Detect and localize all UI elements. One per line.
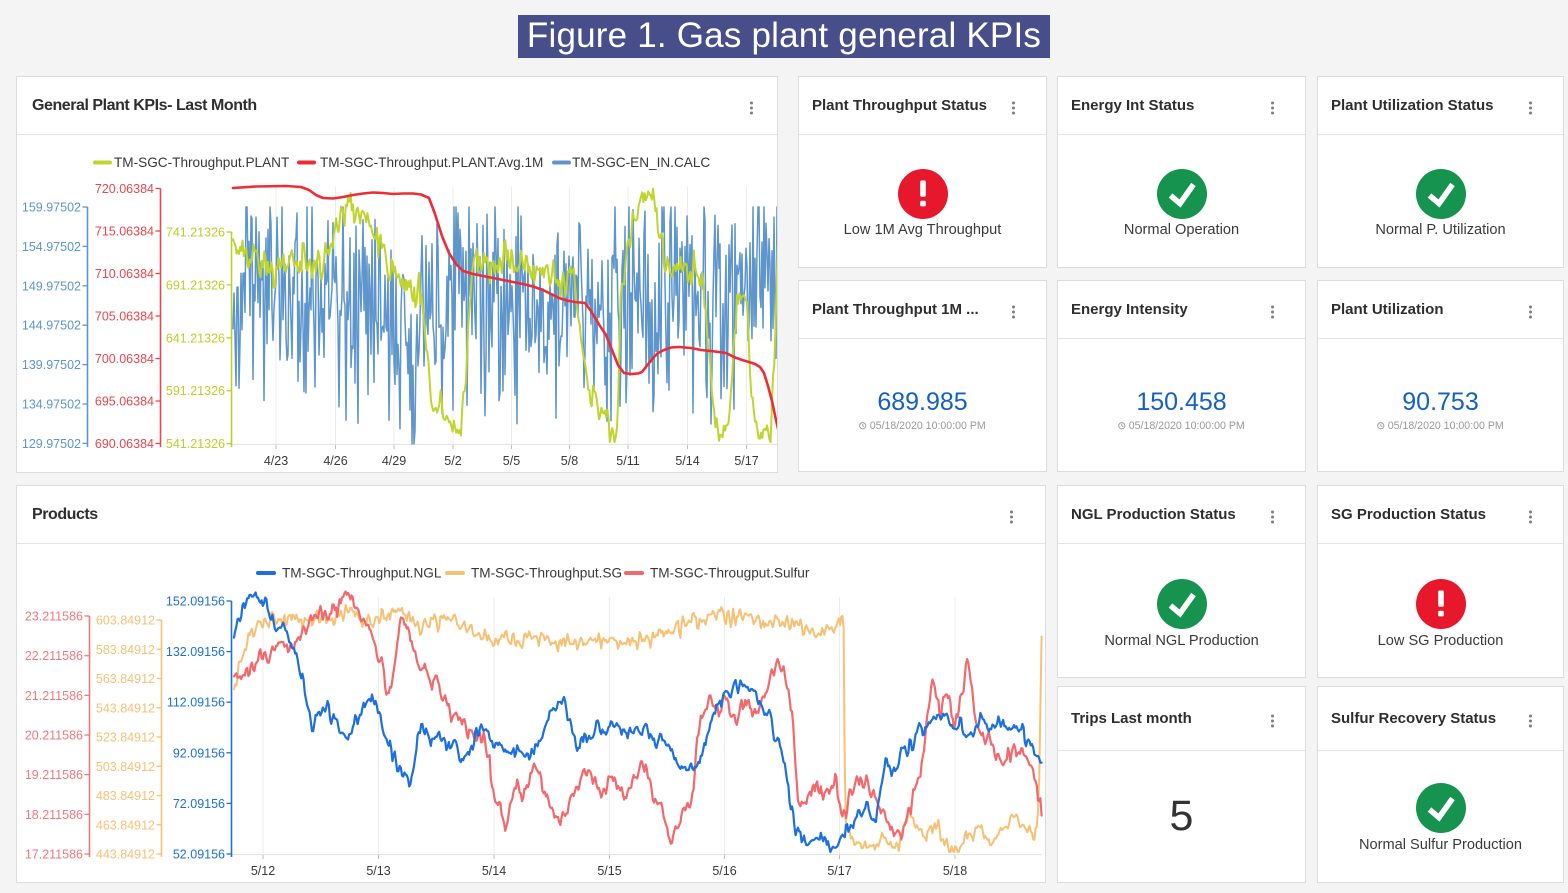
svg-text:523.84912: 523.84912 <box>96 731 155 745</box>
svg-text:112.09156: 112.09156 <box>167 696 225 710</box>
svg-text:700.06384: 700.06384 <box>95 352 154 366</box>
svg-text:23.211586: 23.211586 <box>25 610 83 624</box>
svg-text:134.97502: 134.97502 <box>22 398 81 412</box>
svg-text:483.84912: 483.84912 <box>96 789 155 803</box>
svg-text:5/2: 5/2 <box>444 454 461 468</box>
svg-text:5/18: 5/18 <box>943 864 967 878</box>
svg-text:52.09156: 52.09156 <box>173 848 225 862</box>
svg-text:21.211586: 21.211586 <box>25 689 83 703</box>
svg-text:TM-SGC-Throughput.NGL: TM-SGC-Throughput.NGL <box>282 566 442 581</box>
svg-text:583.84912: 583.84912 <box>96 643 155 657</box>
svg-text:5/15: 5/15 <box>597 864 621 878</box>
svg-text:5/14: 5/14 <box>482 864 506 878</box>
svg-text:17.211586: 17.211586 <box>25 848 83 862</box>
svg-text:TM-SGC-Throughput.PLANT.Avg.1M: TM-SGC-Throughput.PLANT.Avg.1M <box>320 155 543 170</box>
svg-text:541.21326: 541.21326 <box>166 437 225 451</box>
svg-text:20.211586: 20.211586 <box>25 729 83 743</box>
svg-text:TM-SGC-Throughput.SG: TM-SGC-Throughput.SG <box>471 566 622 581</box>
svg-text:591.21326: 591.21326 <box>166 384 225 398</box>
svg-text:705.06384: 705.06384 <box>95 310 154 324</box>
svg-text:641.21326: 641.21326 <box>166 331 225 345</box>
svg-text:129.97502: 129.97502 <box>22 437 81 451</box>
svg-text:92.09156: 92.09156 <box>173 746 225 760</box>
svg-text:5/12: 5/12 <box>251 864 275 878</box>
svg-text:463.84912: 463.84912 <box>96 818 155 832</box>
svg-text:152.09156: 152.09156 <box>166 595 225 609</box>
svg-text:5/14: 5/14 <box>675 454 699 468</box>
svg-text:154.97502: 154.97502 <box>22 240 81 254</box>
svg-text:139.97502: 139.97502 <box>22 358 81 372</box>
svg-text:22.211586: 22.211586 <box>25 649 83 663</box>
svg-text:TM-SGC-Throughput.PLANT: TM-SGC-Throughput.PLANT <box>114 155 289 170</box>
svg-text:TM-SGC-EN_IN.CALC: TM-SGC-EN_IN.CALC <box>572 155 710 170</box>
svg-text:5/17: 5/17 <box>734 454 758 468</box>
svg-text:144.97502: 144.97502 <box>22 319 81 333</box>
svg-text:5/16: 5/16 <box>712 864 736 878</box>
svg-text:5/13: 5/13 <box>366 864 390 878</box>
svg-text:149.97502: 149.97502 <box>22 279 81 293</box>
svg-text:741.21326: 741.21326 <box>166 226 225 240</box>
svg-text:132.09156: 132.09156 <box>166 645 225 659</box>
svg-text:543.84912: 543.84912 <box>96 701 155 715</box>
svg-text:TM-SGC-Througput.Sulfur: TM-SGC-Througput.Sulfur <box>650 566 810 581</box>
svg-text:159.97502: 159.97502 <box>22 201 81 215</box>
svg-text:5/8: 5/8 <box>561 454 578 468</box>
svg-text:5/17: 5/17 <box>827 864 851 878</box>
svg-text:691.21326: 691.21326 <box>166 278 225 292</box>
svg-text:710.06384: 710.06384 <box>95 267 154 281</box>
svg-text:563.84912: 563.84912 <box>96 672 155 686</box>
svg-text:4/23: 4/23 <box>264 454 288 468</box>
svg-text:5/5: 5/5 <box>503 454 520 468</box>
svg-text:695.06384: 695.06384 <box>95 395 154 409</box>
svg-text:72.09156: 72.09156 <box>173 797 225 811</box>
svg-text:715.06384: 715.06384 <box>95 225 154 239</box>
svg-text:720.06384: 720.06384 <box>95 182 154 196</box>
svg-text:690.06384: 690.06384 <box>95 437 154 451</box>
svg-text:443.84912: 443.84912 <box>96 848 155 862</box>
svg-text:4/29: 4/29 <box>382 454 406 468</box>
svg-text:603.84912: 603.84912 <box>96 614 155 628</box>
svg-text:503.84912: 503.84912 <box>96 760 155 774</box>
svg-text:19.211586: 19.211586 <box>25 768 83 782</box>
svg-text:18.211586: 18.211586 <box>25 808 83 822</box>
svg-text:4/26: 4/26 <box>323 454 347 468</box>
svg-text:5/11: 5/11 <box>616 454 639 468</box>
